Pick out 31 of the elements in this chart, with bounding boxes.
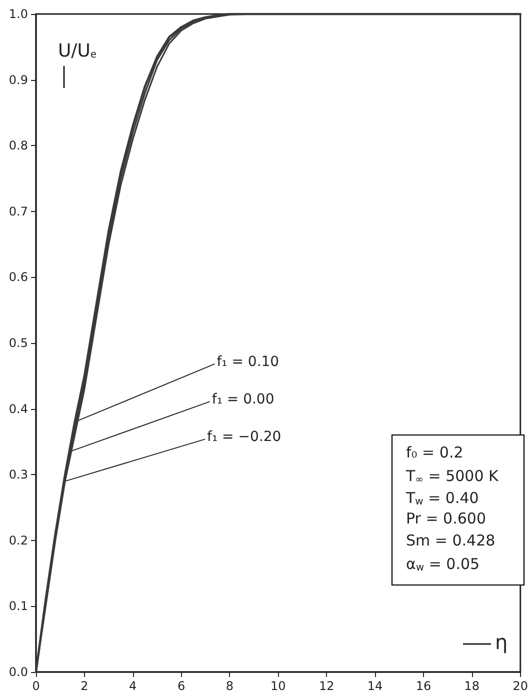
y-tick-label: 0.9 bbox=[8, 72, 28, 87]
x-tick-label: 6 bbox=[177, 679, 186, 692]
y-tick-label: 0.4 bbox=[8, 402, 28, 416]
x-tick-label: 20 bbox=[512, 679, 528, 692]
y-tick-label: 0.1 bbox=[8, 599, 28, 614]
x-tick-label: 16 bbox=[416, 679, 432, 692]
annotation: Sm = 0.428 bbox=[406, 532, 496, 550]
x-tick-label: 14 bbox=[367, 679, 383, 692]
y-tick-label: 0.0 bbox=[8, 665, 28, 679]
x-axis-title: η bbox=[495, 630, 508, 654]
y-tick-label: 0.7 bbox=[8, 204, 28, 218]
annotation: Pr = 0.600 bbox=[406, 510, 486, 528]
x-tick-label: 18 bbox=[464, 679, 480, 692]
annotation: T∞ = 5000 K bbox=[405, 467, 500, 486]
x-tick-label: 10 bbox=[270, 679, 286, 692]
y-tick-label: 0.6 bbox=[8, 270, 28, 284]
annotation: f₁ = 0.10 bbox=[216, 354, 280, 370]
y-tick-label: 0.3 bbox=[8, 468, 28, 482]
y-tick-label: 0.8 bbox=[8, 138, 28, 153]
x-tick-label: 12 bbox=[318, 679, 334, 692]
annotation: f₁ = −0.20 bbox=[207, 429, 282, 446]
y-tick-label: 1.0 bbox=[8, 7, 28, 21]
annotation: f₁ = 0.00 bbox=[212, 392, 274, 408]
y-tick-label: 0.2 bbox=[8, 533, 28, 548]
x-tick-label: 2 bbox=[80, 679, 88, 692]
annotation: f₀ = 0.2 bbox=[406, 444, 464, 462]
y-tick-label: 0.5 bbox=[8, 336, 28, 350]
x-tick-label: 0 bbox=[32, 679, 40, 692]
y-axis-title: U/Ue bbox=[58, 40, 97, 62]
x-tick-label: 4 bbox=[129, 679, 137, 692]
x-tick-label: 8 bbox=[226, 679, 234, 692]
